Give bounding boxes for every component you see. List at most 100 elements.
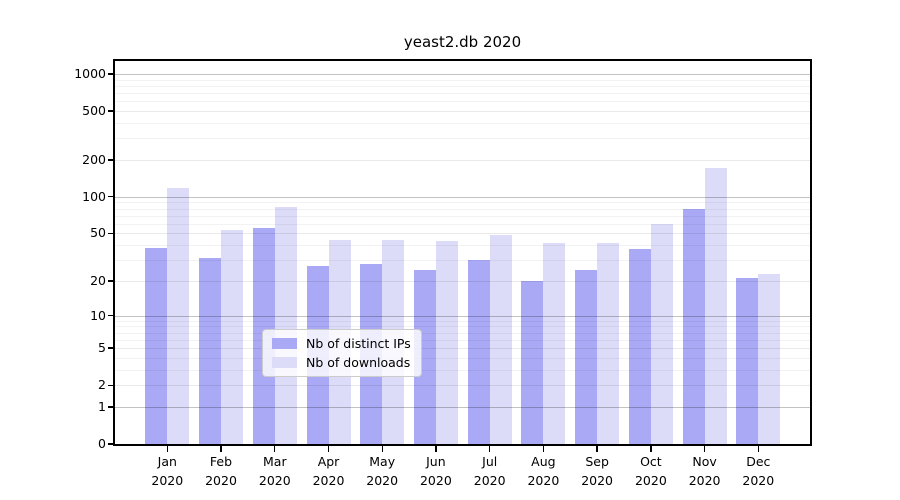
bar-downloads-dec: [758, 273, 781, 444]
bar-distinct-ips-feb: [199, 258, 221, 444]
gridline-4: [115, 357, 810, 359]
x-tick-label-mar: Mar 2020: [258, 454, 291, 488]
legend-label-distinct-ips: Nb of distinct IPs: [306, 336, 411, 351]
y-tick-mark-500: [108, 110, 115, 112]
x-tick-mark-oct: [650, 446, 652, 452]
x-tick-label-nov: Nov 2020: [688, 454, 721, 488]
gridline-6: [115, 339, 810, 341]
bar-distinct-ips-oct: [628, 249, 651, 444]
bar-distinct-ips-jul: [467, 260, 490, 444]
x-tick-mark-jan: [166, 446, 168, 452]
x-tick-mark-jun: [435, 446, 437, 452]
x-tick-label-sep: Sep 2020: [581, 454, 613, 488]
bar-distinct-ips-jun: [413, 269, 436, 444]
y-tick-mark-1000: [108, 73, 115, 75]
gridline-500: [115, 111, 810, 112]
bar-distinct-ips-aug: [521, 280, 544, 444]
bar-distinct-ips-jan: [145, 247, 168, 444]
x-tick-label-dec: Dec 2020: [742, 454, 775, 488]
x-tick-label-oct: Oct 2020: [634, 454, 667, 488]
y-tick-label-20: 20: [90, 272, 106, 288]
y-tick-label-1000: 1000: [74, 66, 106, 81]
gridline-10: [115, 315, 810, 317]
y-tick-label-1: 1: [98, 398, 106, 414]
bar-downloads-jul: [489, 234, 512, 444]
gridline-50: [115, 233, 810, 235]
gridline-600: [115, 101, 810, 103]
bar-downloads-aug: [543, 242, 566, 444]
x-tick-label-feb: Feb 2020: [205, 454, 237, 488]
gridline-3: [115, 369, 810, 371]
bar-downloads-nov: [704, 167, 727, 444]
bar-downloads-jun: [435, 241, 458, 444]
gridline-1000: [115, 74, 810, 75]
legend-item-distinct-ips: Nb of distinct IPs: [272, 336, 411, 351]
bar-distinct-ips-dec: [736, 278, 759, 444]
legend: Nb of distinct IPs Nb of downloads: [262, 329, 422, 377]
x-tick-label-jul: Jul 2020: [473, 454, 506, 488]
x-tick-mark-aug: [542, 446, 545, 452]
gridline-2: [115, 385, 810, 387]
gridline-90: [115, 202, 810, 204]
gridline-400: [115, 123, 810, 124]
x-tick-mark-jul: [489, 446, 491, 452]
gridline-80: [115, 208, 810, 210]
x-tick-label-jun: Jun 2020: [419, 454, 452, 488]
y-tick-label-0: 0: [98, 436, 106, 451]
bar-downloads-mar: [274, 206, 297, 444]
gridline-9: [115, 320, 810, 322]
x-tick-mark-may: [381, 446, 383, 452]
gridline-70: [115, 215, 810, 217]
y-tick-mark-200: [108, 159, 115, 161]
gridline-8: [115, 326, 810, 328]
x-tick-mark-apr: [327, 446, 330, 452]
x-tick-label-may: May 2020: [366, 454, 399, 488]
legend-swatch-distinct-ips: [272, 338, 297, 349]
y-tick-label-500: 500: [82, 103, 106, 118]
y-tick-label-10: 10: [90, 307, 106, 323]
gridline-300: [115, 138, 810, 140]
legend-swatch-downloads: [272, 357, 297, 368]
x-tick-label-aug: Aug 2020: [527, 454, 560, 488]
gridline-5: [115, 348, 810, 349]
y-tick-mark-2: [108, 384, 115, 386]
y-tick-label-50: 50: [90, 225, 106, 241]
gridline-20: [115, 280, 810, 282]
x-tick-label-apr: Apr 2020: [312, 454, 345, 488]
gridline-700: [115, 93, 810, 94]
bar-downloads-oct: [650, 223, 673, 444]
gridline-1: [115, 406, 810, 408]
y-tick-mark-50: [108, 232, 115, 235]
y-tick-label-2: 2: [98, 377, 106, 393]
bar-downloads-feb: [221, 230, 243, 444]
x-tick-mark-nov: [703, 446, 706, 452]
x-tick-mark-mar: [274, 446, 276, 452]
y-tick-mark-10: [108, 314, 115, 317]
legend-item-downloads: Nb of downloads: [272, 355, 411, 370]
gridline-100: [115, 196, 810, 198]
gridline-7: [115, 332, 810, 334]
y-tick-mark-0: [108, 443, 115, 445]
bar-distinct-ips-nov: [682, 208, 705, 444]
y-tick-mark-100: [108, 196, 115, 198]
gridline-900: [115, 79, 810, 81]
y-tick-label-100: 100: [82, 188, 106, 204]
y-tick-mark-5: [108, 347, 115, 349]
gridline-40: [115, 245, 810, 247]
y-tick-mark-1: [108, 406, 115, 408]
gridline-30: [115, 260, 810, 262]
x-tick-mark-feb: [220, 446, 222, 452]
plot-area: [115, 61, 810, 444]
y-tick-label-5: 5: [98, 340, 106, 355]
x-tick-label-jan: Jan 2020: [151, 454, 184, 488]
y-tick-mark-20: [108, 280, 115, 282]
bar-distinct-ips-sep: [575, 269, 598, 444]
gridline-200: [115, 159, 810, 161]
bar-downloads-jan: [167, 188, 190, 444]
x-tick-mark-sep: [596, 446, 598, 452]
gridline-800: [115, 85, 810, 87]
bar-downloads-sep: [597, 242, 620, 444]
x-tick-mark-dec: [757, 446, 759, 452]
y-tick-label-200: 200: [82, 151, 106, 167]
